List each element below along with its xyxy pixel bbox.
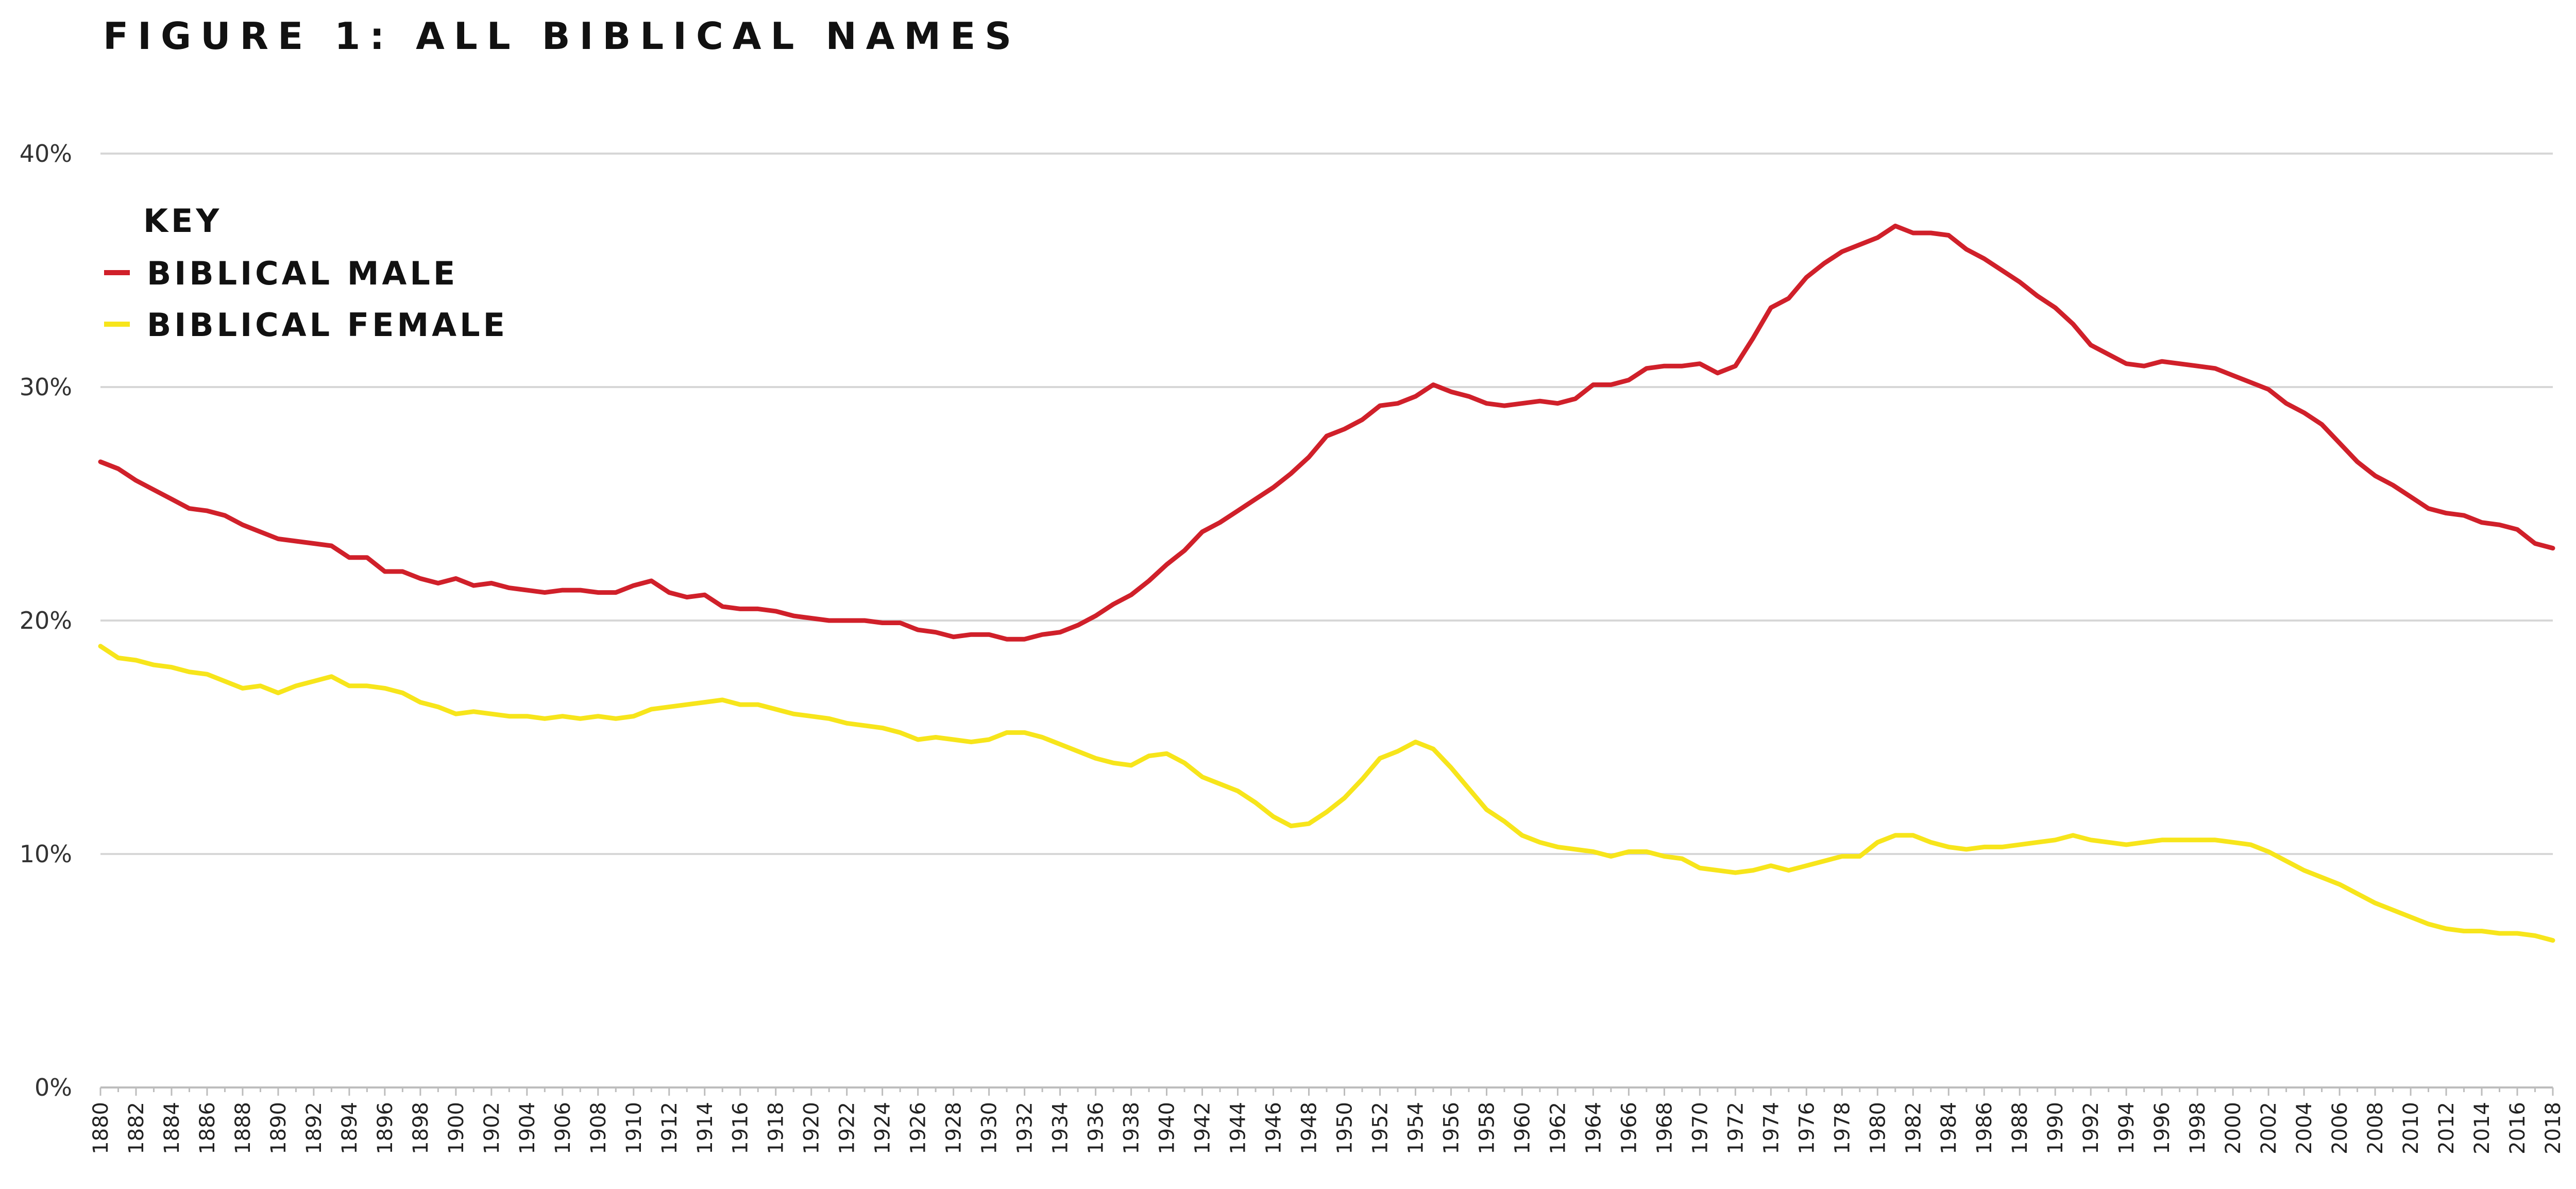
- x-tick-label: 1976: [1795, 1102, 1819, 1154]
- x-tick-label: 1922: [836, 1102, 859, 1154]
- x-tick-label: 2018: [2541, 1102, 2565, 1154]
- x-tick-label: 2008: [2364, 1102, 2387, 1154]
- x-tick-label: 1894: [338, 1102, 362, 1154]
- x-tick-label: 1928: [942, 1102, 966, 1154]
- y-tick-label: 30%: [20, 373, 72, 401]
- x-tick-label: 1990: [2044, 1102, 2067, 1154]
- x-tick-label: 1988: [2008, 1102, 2032, 1154]
- x-tick-label: 1950: [1333, 1102, 1357, 1154]
- x-tick-label: 1980: [1866, 1102, 1890, 1154]
- x-tick-label: 1908: [587, 1102, 611, 1154]
- x-tick-label: 1912: [658, 1102, 682, 1154]
- x-tick-label: 1882: [125, 1102, 148, 1154]
- x-tick-label: 1938: [1120, 1102, 1144, 1154]
- y-tick-label: 10%: [20, 840, 72, 868]
- series-lines: [98, 223, 2555, 943]
- legend: KEY BIBLICAL MALE BIBLICAL FEMALE: [104, 202, 508, 344]
- x-tick-label: 1940: [1156, 1102, 1179, 1154]
- x-tick-label: 1992: [2079, 1102, 2103, 1154]
- x-tick-label: 2014: [2470, 1102, 2494, 1154]
- x-tick-label: 1932: [1013, 1102, 1037, 1154]
- x-tick-label: 1884: [160, 1102, 184, 1154]
- x-axis-tick-labels: 1880 1882 1884 1886 1888 1890 1892 1894 1896 1898…: [89, 1102, 2565, 1154]
- x-tick-label: 1926: [907, 1102, 930, 1154]
- x-tick-label: 1886: [196, 1102, 219, 1154]
- x-tick-label: 1998: [2186, 1102, 2210, 1154]
- gridlines: [100, 153, 2553, 855]
- series-line-biblical-female: [98, 644, 2555, 943]
- x-tick-label: 1996: [2150, 1102, 2174, 1154]
- x-tick-label: 1900: [445, 1102, 468, 1154]
- x-tick-label: 1952: [1368, 1102, 1392, 1154]
- x-tick-label: 1964: [1582, 1102, 1605, 1154]
- x-tick-label: 1906: [551, 1102, 575, 1154]
- x-tick-label: 2006: [2328, 1102, 2352, 1154]
- x-tick-label: 1948: [1298, 1102, 1321, 1154]
- x-tick-label: 1888: [231, 1102, 255, 1154]
- y-tick-label: 0%: [35, 1074, 72, 1101]
- x-tick-label: 1982: [1902, 1102, 1925, 1154]
- x-tick-label: 2000: [2222, 1102, 2245, 1154]
- x-tick-label: 1898: [409, 1102, 433, 1154]
- x-tick-label: 1968: [1653, 1102, 1676, 1154]
- y-tick-label: 20%: [20, 607, 72, 634]
- x-tick-label: 2010: [2399, 1102, 2423, 1154]
- x-tick-label: 1936: [1084, 1102, 1108, 1154]
- x-tick-label: 1984: [1937, 1102, 1961, 1154]
- x-tick-label: 1962: [1546, 1102, 1570, 1154]
- x-tick-label: 1916: [729, 1102, 753, 1154]
- x-tick-label: 1972: [1724, 1102, 1748, 1154]
- x-tick-label: 1880: [89, 1102, 113, 1154]
- x-tick-label: 1930: [978, 1102, 1002, 1154]
- x-axis: [99, 1086, 2554, 1096]
- x-tick-label: 1914: [693, 1102, 717, 1154]
- x-tick-label: 1942: [1191, 1102, 1215, 1154]
- x-tick-label: 1946: [1262, 1102, 1286, 1154]
- x-tick-label: 1958: [1475, 1102, 1499, 1154]
- x-tick-label: 1974: [1759, 1102, 1783, 1154]
- x-tick-label: 1896: [374, 1102, 397, 1154]
- x-tick-label: 1934: [1049, 1102, 1073, 1154]
- x-tick-label: 1986: [1973, 1102, 1996, 1154]
- x-tick-label: 2002: [2257, 1102, 2281, 1154]
- x-tick-label: 1920: [800, 1102, 824, 1154]
- x-tick-label: 2004: [2293, 1102, 2316, 1154]
- series-line-biblical-male: [98, 223, 2555, 642]
- x-tick-label: 1924: [871, 1102, 895, 1154]
- x-tick-label: 1890: [267, 1102, 291, 1154]
- chart-title: FIGURE 1: ALL BIBLICAL NAMES: [103, 14, 1021, 58]
- x-tick-label: 1978: [1831, 1102, 1854, 1154]
- legend-label-female: BIBLICAL FEMALE: [147, 306, 508, 344]
- legend-label-male: BIBLICAL MALE: [147, 255, 458, 292]
- x-tick-label: 1944: [1227, 1102, 1250, 1154]
- x-tick-label: 1956: [1439, 1102, 1463, 1154]
- x-tick-label: 1904: [516, 1102, 539, 1154]
- x-tick-label: 1966: [1617, 1102, 1641, 1154]
- x-tick-label: 1960: [1511, 1102, 1534, 1154]
- legend-title: KEY: [143, 202, 222, 240]
- x-tick-label: 1910: [622, 1102, 646, 1154]
- y-axis-tick-labels: 0% 10% 20% 30% 40%: [20, 140, 72, 1101]
- y-tick-label: 40%: [20, 140, 72, 168]
- x-tick-label: 1994: [2115, 1102, 2139, 1154]
- x-tick-label: 1902: [480, 1102, 504, 1154]
- x-tick-label: 1918: [765, 1102, 788, 1154]
- x-tick-label: 2012: [2435, 1102, 2459, 1154]
- x-tick-label: 1954: [1404, 1102, 1428, 1154]
- x-tick-label: 1892: [302, 1102, 326, 1154]
- x-tick-label: 2016: [2506, 1102, 2530, 1154]
- x-tick-label: 1970: [1688, 1102, 1712, 1154]
